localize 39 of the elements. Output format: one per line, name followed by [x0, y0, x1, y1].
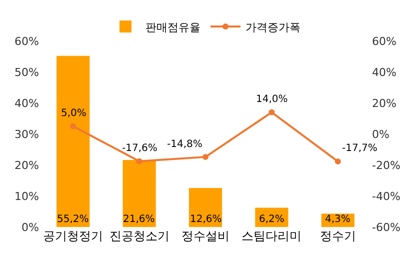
- y2-tick-label: -20%: [372, 158, 400, 172]
- y-tick-label: 30%: [14, 128, 39, 141]
- data-label: -14,8%: [167, 139, 202, 150]
- y2-tick-label: 60%: [372, 34, 396, 48]
- point: [202, 154, 208, 160]
- y2-tick-label: -40%: [372, 190, 400, 203]
- data-label: -17,7%: [342, 143, 378, 154]
- y2-tick-label: -60%: [372, 220, 400, 234]
- y2-tick-label: 20%: [372, 96, 396, 110]
- point: [334, 158, 341, 164]
- x-tick-label: 진공청소기: [109, 229, 170, 243]
- data-label: 4,3%: [325, 214, 350, 225]
- y2-tick-label: 0%: [372, 128, 390, 141]
- point: [136, 158, 142, 164]
- y-tick-label: 50%: [14, 66, 39, 79]
- bar: [56, 56, 90, 227]
- y-tick-label: 20%: [14, 158, 39, 172]
- y-tick-label: 40%: [14, 96, 39, 110]
- point: [268, 109, 275, 116]
- bar: [188, 188, 222, 227]
- point: [70, 123, 76, 130]
- x-tick-label: 정수기: [320, 229, 356, 243]
- data-label: 55,2%: [57, 214, 89, 225]
- x-tick-label: 스팀다리미: [242, 229, 302, 243]
- y2-tick-label: 40%: [372, 66, 396, 79]
- data-label: 12,6%: [190, 214, 222, 225]
- data-label: -17,6%: [122, 143, 158, 154]
- legend-label: 판매점유율: [146, 20, 200, 34]
- x-tick-label: 정수설비: [182, 229, 230, 243]
- y-tick-label: 0%: [22, 220, 39, 234]
- y-tick-label: 60%: [14, 34, 39, 48]
- y-tick-label: 10%: [14, 190, 39, 203]
- legend-label: 가격증가폭: [246, 20, 300, 34]
- x-tick-label: 공기청정기: [43, 229, 104, 243]
- data-label: 6,2%: [259, 214, 284, 225]
- bar: [122, 160, 156, 227]
- data-label: 5,0%: [61, 108, 86, 119]
- data-label: 21,6%: [123, 214, 155, 225]
- data-label: 14,0%: [256, 94, 288, 105]
